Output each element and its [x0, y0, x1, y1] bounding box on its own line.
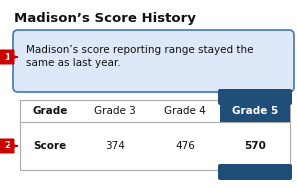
Text: Grade 4: Grade 4: [164, 106, 206, 116]
Bar: [20, 100, 290, 170]
Text: same as last year.: same as last year.: [26, 58, 121, 68]
FancyBboxPatch shape: [218, 164, 292, 180]
Text: Score: Score: [33, 141, 67, 151]
Text: 476: 476: [175, 141, 195, 151]
Text: Grade 3: Grade 3: [94, 106, 136, 116]
Text: 1: 1: [4, 52, 10, 61]
Text: 2: 2: [4, 142, 10, 151]
FancyBboxPatch shape: [0, 49, 15, 64]
FancyBboxPatch shape: [0, 139, 15, 153]
Text: 374: 374: [105, 141, 125, 151]
Text: Madison’s Score History: Madison’s Score History: [14, 12, 196, 25]
Text: Madison’s score reporting range stayed the: Madison’s score reporting range stayed t…: [26, 45, 254, 55]
FancyBboxPatch shape: [13, 30, 294, 92]
Text: Grade 5: Grade 5: [232, 106, 278, 116]
Text: 570: 570: [244, 141, 266, 151]
FancyBboxPatch shape: [218, 89, 292, 105]
Bar: [220, 100, 290, 122]
Text: Grade: Grade: [32, 106, 68, 116]
